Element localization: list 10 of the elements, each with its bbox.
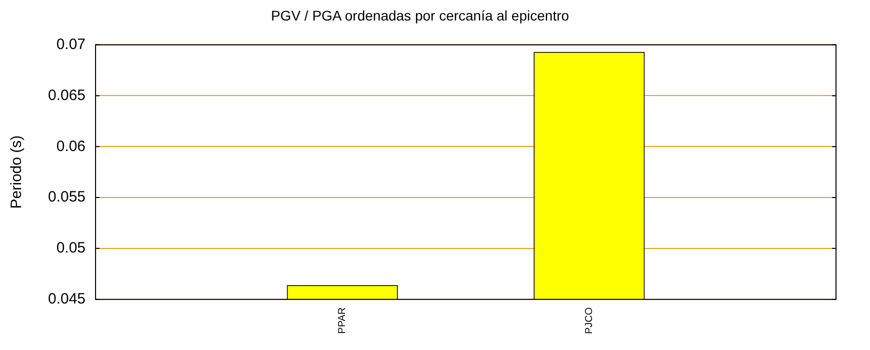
y-tick-label: 0.07 [56, 36, 86, 53]
x-tick-label: PJCO [584, 307, 595, 334]
y-tick-label: 0.06 [56, 138, 86, 155]
y-axis-title: Periodo (s) [8, 135, 26, 209]
y-tick-label: 0.065 [48, 86, 86, 104]
chart-title: PGV / PGA ordenadas por cercanía al epicentro [270, 7, 570, 24]
x-tick-label: PPAR [337, 307, 348, 334]
y-tick-label: 0.055 [48, 188, 86, 206]
y-tick-label: 0.045 [48, 290, 86, 308]
y-tick-label: 0.05 [56, 240, 86, 257]
